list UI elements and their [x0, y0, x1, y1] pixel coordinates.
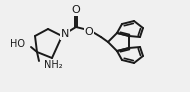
Text: HO: HO: [10, 39, 25, 49]
Text: N: N: [61, 29, 69, 39]
Text: O: O: [72, 5, 80, 15]
Text: O: O: [85, 27, 93, 37]
Text: NH₂: NH₂: [44, 60, 63, 70]
